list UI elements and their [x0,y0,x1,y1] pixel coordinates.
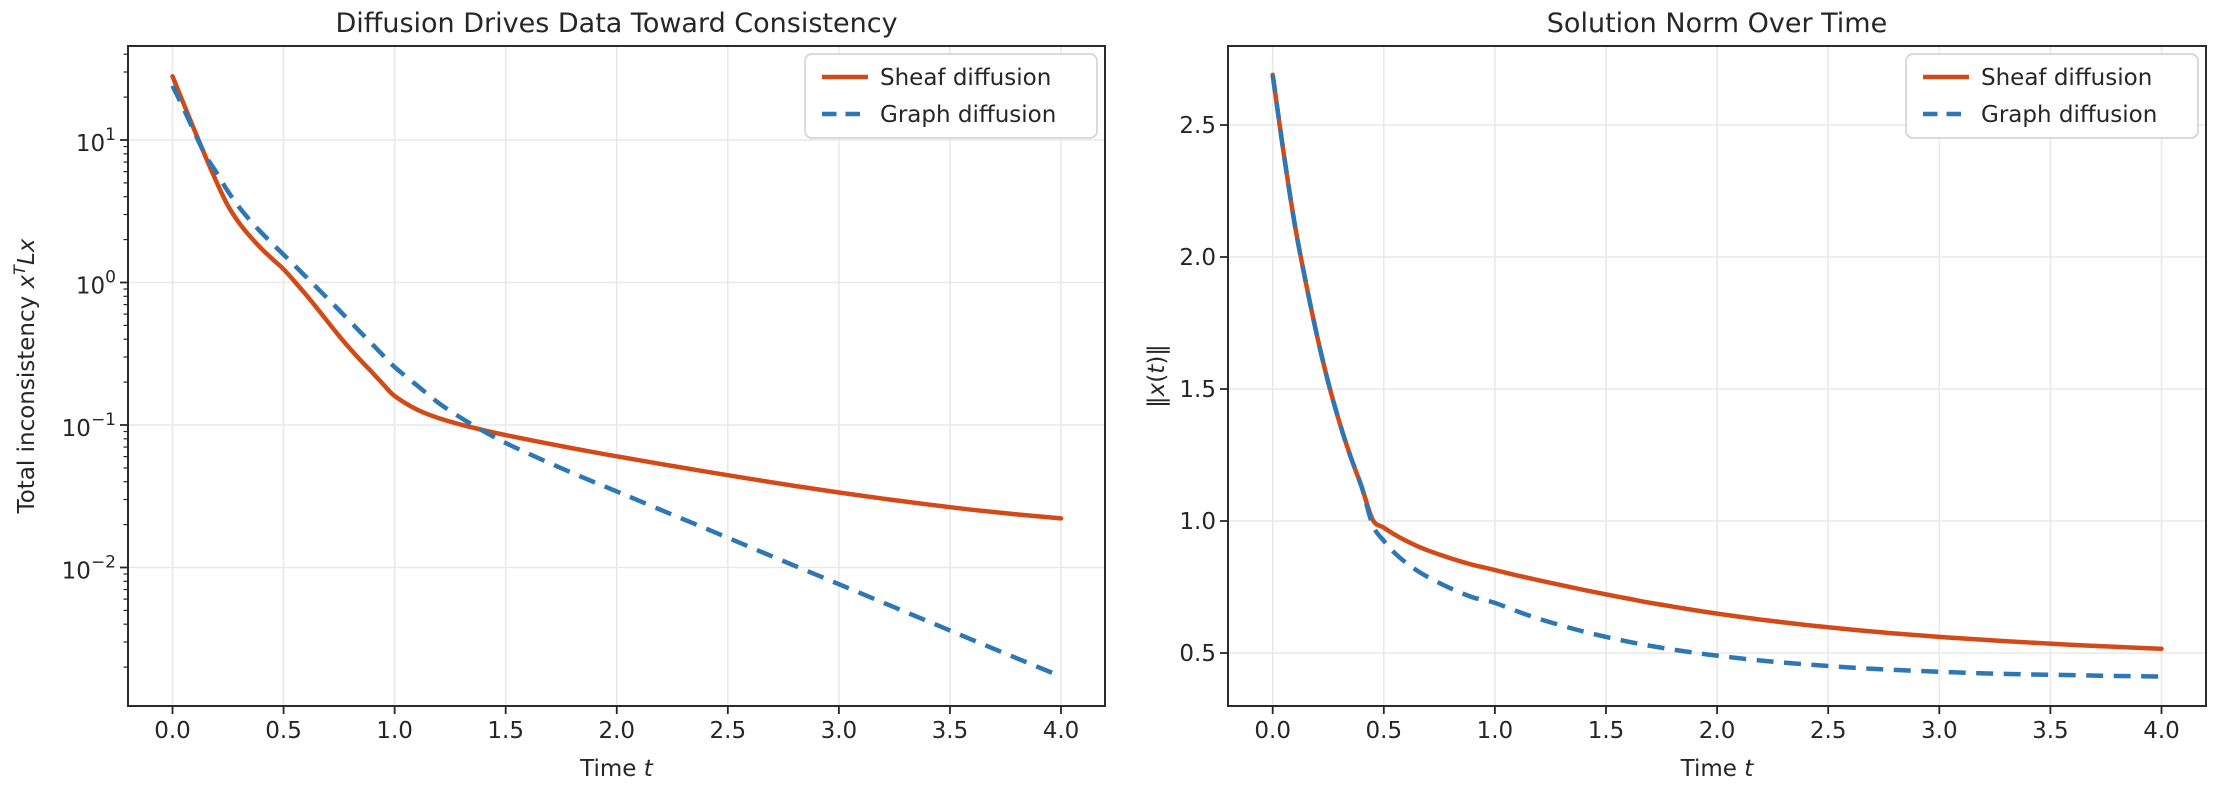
y-axis-label: Total inconsistency xTLx [10,238,40,514]
chart-inconsistency: 0.0 0.5 1.0 1.5 2.0 2.5 3.0 3.5 4.0 101 100 10−1 10−… [10,8,1106,782]
y-tick-label: 2.5 [1179,113,1216,139]
x-axis-solution-norm: 0.0 0.5 1.0 1.5 2.0 2.5 3.0 3.5 4.0 [1254,706,2180,744]
x-axis-inconsistency: 0.0 0.5 1.0 1.5 2.0 2.5 3.0 3.5 4.0 [154,706,1079,744]
y-axis-solution-norm: 0.5 1.0 1.5 2.0 2.5 [1179,113,1228,667]
x-tick-label: 0.0 [1254,718,1291,744]
legend-box [1905,53,2199,139]
x-tick-label: 2.5 [1810,718,1847,744]
y-tick-label: 2.0 [1179,245,1216,271]
grid-inconsistency [128,46,1105,706]
y-tick-label: 10−1 [62,410,116,442]
y-tick-label: 10−2 [62,553,116,585]
chart-title: Diffusion Drives Data Toward Consistency [335,8,897,39]
x-tick-label: 4.0 [1043,718,1080,744]
graph-diffusion-line [1270,74,2162,679]
legend-item-label: Sheaf diffusion [1981,65,2152,91]
x-tick-label: 1.0 [376,718,413,744]
legend-item-label: Graph diffusion [880,102,1056,128]
legend-box [804,53,1098,139]
x-tick-label: 3.0 [1921,718,1958,744]
y-axis-label: ‖x(t)‖ [1144,344,1170,408]
x-tick-label: 2.0 [1699,718,1736,744]
legend-item-label: Graph diffusion [1981,102,2157,128]
x-tick-label: 4.0 [2143,718,2180,744]
y-tick-label: 101 [76,125,116,157]
x-tick-label: 1.5 [1588,718,1625,744]
x-axis-label: Time t [1680,756,1755,782]
x-tick-label: 2.5 [710,718,747,744]
y-tick-label: 0.5 [1179,641,1216,667]
y-tick-label: 1.0 [1179,509,1216,535]
legend-item-label: Sheaf diffusion [880,65,1051,91]
grid-solution-norm [1228,46,2206,706]
legend: Sheaf diffusion Graph diffusion [1905,53,2199,139]
graph-diffusion-line [170,84,1062,679]
sheaf-diffusion-line [170,74,1064,521]
chart-solution-norm: 0.0 0.5 1.0 1.5 2.0 2.5 3.0 3.5 4.0 0.5 1.0 1.5 2.0 2… [1144,8,2207,782]
x-tick-label: 1.0 [1477,718,1514,744]
chart-title: Solution Norm Over Time [1547,8,1887,39]
x-tick-label: 3.0 [821,718,858,744]
x-tick-label: 0.5 [1366,718,1403,744]
y-tick-label: 100 [76,268,116,300]
x-tick-label: 2.0 [598,718,635,744]
y-tick-label: 1.5 [1179,377,1216,403]
x-tick-label: 0.5 [265,718,302,744]
x-tick-label: 0.0 [154,718,191,744]
x-tick-label: 3.5 [2032,718,2069,744]
x-tick-label: 1.5 [487,718,524,744]
x-axis-label: Time t [579,756,654,782]
y-axis-inconsistency: 101 100 10−1 10−2 [62,53,128,668]
legend: Sheaf diffusion Graph diffusion [804,53,1098,139]
x-tick-label: 3.5 [932,718,969,744]
